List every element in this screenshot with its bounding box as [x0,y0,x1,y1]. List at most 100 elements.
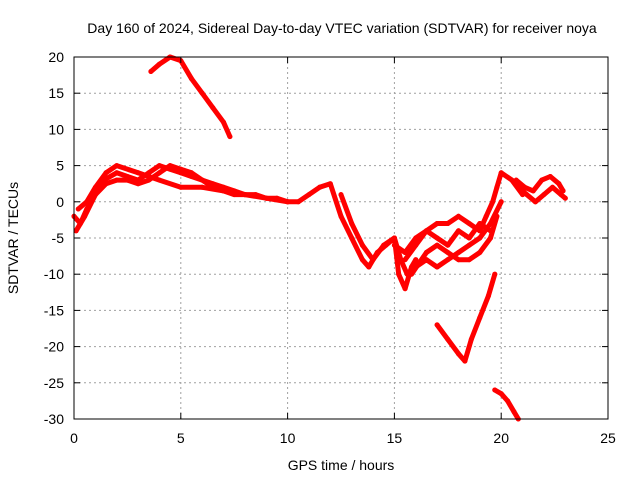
data-point [530,188,536,194]
data-point [456,213,461,219]
y-tick-label: 15 [48,85,64,101]
x-tick-label: 20 [493,430,509,446]
data-point [445,257,451,263]
data-point [199,90,205,96]
data-point [456,250,461,255]
data-point [349,235,355,241]
data-point [156,177,162,183]
grid [74,57,608,419]
data-point [73,228,79,234]
data-point [359,257,365,263]
data-point [210,105,216,111]
axis-ticks [73,56,609,420]
data-point [156,163,162,169]
data-point [541,192,547,198]
data-point [242,192,248,198]
data-point [156,170,162,176]
series-track-4 [148,54,233,140]
data-point [445,336,451,342]
data-point [488,228,493,234]
data-point [477,228,483,234]
y-tick-label: -25 [44,375,64,391]
data-point [227,134,233,140]
data-point [391,242,397,248]
data-point [488,235,493,241]
data-point [114,170,120,176]
data-point [396,271,402,277]
data-point [402,257,408,263]
data-point [466,242,472,248]
data-point [445,242,451,248]
x-tick-label: 25 [600,430,616,446]
series-track-1 [71,163,419,292]
data-point [445,250,451,255]
data-point [483,213,489,219]
data-point [494,184,500,190]
data-point [413,235,419,241]
data-point [338,213,344,219]
data-point [477,235,483,241]
data-point [92,184,98,190]
data-point [338,192,344,198]
data-point [404,271,410,277]
data-point [199,177,205,183]
x-tick-label: 15 [387,430,403,446]
data-point [477,221,483,226]
y-axis-title: SDTVAR / TECUs [5,182,21,294]
data-point [466,221,472,226]
data-point [434,264,440,270]
data-point [423,250,429,255]
data-point [75,206,81,212]
data-point [498,170,504,176]
data-point [468,336,474,342]
data-point [492,271,498,277]
data-point [434,235,440,241]
data-point [135,170,141,176]
data-point [477,315,483,321]
data-point [434,322,440,328]
data-point [381,242,387,248]
data-point [156,61,162,67]
data-point [114,163,120,169]
data-point [488,221,493,226]
data-point [490,199,496,205]
data-point [558,192,564,198]
series-track-11 [434,271,498,364]
y-tick-label: -15 [44,302,64,318]
data-point [221,188,226,194]
data-point [295,199,301,205]
data-point [189,170,194,176]
data-point [498,391,504,397]
data-point [370,257,376,263]
data-point [423,228,429,234]
x-tick-label: 0 [70,430,78,446]
data-point [505,398,511,404]
data-point [114,177,120,183]
data-point [327,181,333,187]
data-point [560,188,566,194]
data-point [524,192,530,198]
data-point [398,257,404,263]
data-point [124,177,130,183]
data-point [562,195,568,201]
data-point [413,257,419,263]
data-point [513,177,519,183]
data-point [539,177,545,183]
data-point [82,213,88,219]
data-point [135,181,141,187]
data-point [167,163,173,169]
y-tick-label: 5 [56,158,64,174]
data-point [263,195,269,201]
tick-labels: 0 5 10 15 20 25 -30 -25 -20 -15 -10 -5 0 5 10 15 20 [44,49,616,446]
data-point [178,166,184,172]
y-tick-label: -10 [44,266,64,282]
data-point [103,170,109,176]
data-point [477,250,483,255]
chart-title: Day 160 of 2024, Sidereal Day-to-day VTE… [87,20,597,36]
data-point [556,181,562,187]
data-point [498,199,504,205]
data-point [509,177,515,183]
data-point [456,351,461,357]
data-point [359,242,365,248]
